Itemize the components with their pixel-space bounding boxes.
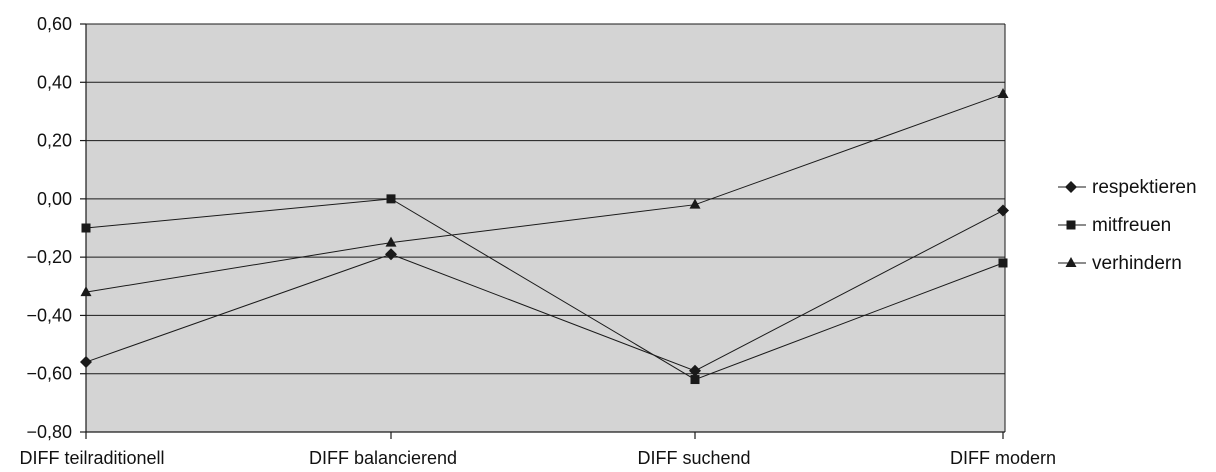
series-line — [85, 198, 1004, 381]
legend-label: mitfreuen — [1092, 215, 1171, 236]
legend-label: verhindern — [1092, 253, 1182, 274]
data-point-diamond — [997, 204, 1009, 217]
plot-area — [86, 24, 1005, 432]
axes: −0,80 −0,60 −0,40 −0,20 0,00 0,20 0,40 0,60 DIFF… — [19, 14, 1056, 468]
y-tick-label: −0,20 — [26, 247, 72, 267]
legend: respektieren mitfreuen verhindern — [1058, 177, 1197, 274]
data-point-diamond — [385, 248, 397, 261]
data-point-square — [386, 194, 396, 204]
x-tick-label: DIFF suchend — [637, 448, 750, 468]
data-point-square — [81, 223, 91, 233]
series-mitfreuen — [81, 194, 1008, 385]
gridlines — [86, 23, 1006, 432]
y-tick-label: −0,40 — [26, 305, 72, 325]
y-tick-label: 0,20 — [37, 131, 72, 151]
series-verhindern — [80, 87, 1009, 297]
x-tick-label: DIFF teilraditionell — [19, 448, 164, 468]
legend-label: respektieren — [1092, 177, 1197, 198]
data-point-triangle — [385, 236, 397, 247]
series-line — [85, 210, 1004, 372]
data-point-triangle — [689, 198, 701, 209]
y-tick-label: −0,60 — [26, 364, 72, 384]
series-lines — [80, 87, 1009, 385]
legend-marker-diamond — [1065, 181, 1077, 193]
data-point-diamond — [689, 364, 701, 377]
data-point-square — [998, 258, 1008, 268]
data-point-diamond — [80, 356, 92, 369]
legend-marker-triangle — [1065, 257, 1077, 267]
data-point-square — [690, 375, 700, 385]
data-point-triangle — [80, 286, 92, 297]
y-tick-label: 0,40 — [37, 72, 72, 92]
x-tick-label: DIFF modern — [950, 448, 1056, 468]
legend-item: mitfreuen — [1058, 215, 1171, 236]
data-point-triangle — [997, 87, 1009, 98]
y-tick-label: −0,80 — [26, 422, 72, 442]
legend-item: respektieren — [1058, 177, 1197, 198]
y-tick-label: 0,00 — [37, 189, 72, 209]
series-respektieren — [80, 204, 1009, 377]
legend-item: verhindern — [1058, 253, 1182, 274]
y-tick-label: 0,60 — [37, 14, 72, 34]
x-tick-label: DIFF balancierend — [309, 448, 457, 468]
series-line — [85, 93, 1004, 293]
legend-marker-square — [1066, 220, 1076, 230]
